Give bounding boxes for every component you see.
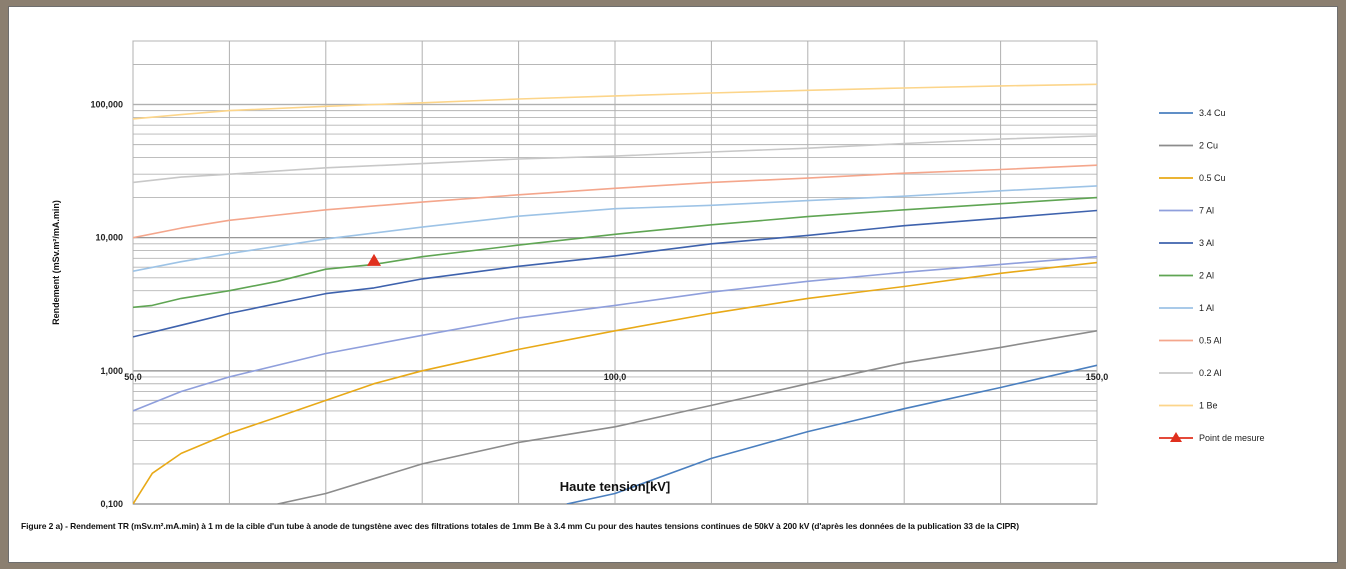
x-axis-label: Haute tension[kV]: [560, 479, 671, 494]
x-tick-label: 100,0: [604, 372, 627, 382]
series-line-3-4-cu: [566, 364, 1097, 504]
x-tick-label: 150,0: [1086, 372, 1109, 382]
legend-marker-icon: [1170, 432, 1182, 442]
legend-label: 2 Cu: [1199, 141, 1218, 151]
series-line-7-al: [133, 255, 1097, 412]
series-line-0-5-al: [133, 164, 1097, 239]
series-line-0-2-al: [133, 135, 1097, 184]
legend-label: 3 Al: [1199, 238, 1214, 248]
legend-label: 0.5 Al: [1199, 336, 1222, 346]
series-line-2-cu: [277, 330, 1097, 504]
y-tick-label: 100,000: [90, 100, 123, 110]
legend-label: 0.5 Cu: [1199, 173, 1226, 183]
x-tick-label: 50,0: [124, 372, 142, 382]
legend-label: 1 Be: [1199, 401, 1218, 411]
series-line-1-al: [133, 185, 1097, 272]
chart-svg: 0,100 1,000 10,000 100,000 50,0 100,0 150,0 Hau…: [51, 40, 1265, 509]
series-group: [133, 83, 1097, 504]
legend-label: 2 Al: [1199, 271, 1214, 281]
chart-frame: 0,100 1,000 10,000 100,000 50,0 100,0 150,0 Hau…: [8, 6, 1338, 563]
legend: 3.4 Cu 2 Cu 0.5 Cu 7 Al 3 Al 2 Al 1 Al 0.5 Al 0.…: [1159, 108, 1265, 443]
y-tick-label: 0,100: [100, 499, 123, 509]
y-axis-label: Rendement (mSv.m²/mA.min): [51, 200, 61, 325]
series-line-2-al: [133, 196, 1097, 309]
legend-label: Point de mesure: [1199, 433, 1265, 443]
legend-label: 1 Al: [1199, 303, 1214, 313]
series-line-0-5-cu: [133, 261, 1097, 504]
legend-label: 3.4 Cu: [1199, 108, 1226, 118]
y-tick-label: 1,000: [100, 366, 123, 376]
y-tick-label: 10,000: [95, 233, 123, 243]
series-line-3-al: [133, 209, 1097, 338]
measure-point-marker: [367, 253, 381, 266]
series-line-1-be: [133, 83, 1097, 120]
legend-label: 0.2 Al: [1199, 368, 1222, 378]
gridlines: [132, 40, 1098, 505]
legend-label: 7 Al: [1199, 206, 1214, 216]
figure-caption: Figure 2 a) - Rendement TR (mSv.m².mA.mi…: [21, 521, 1019, 531]
